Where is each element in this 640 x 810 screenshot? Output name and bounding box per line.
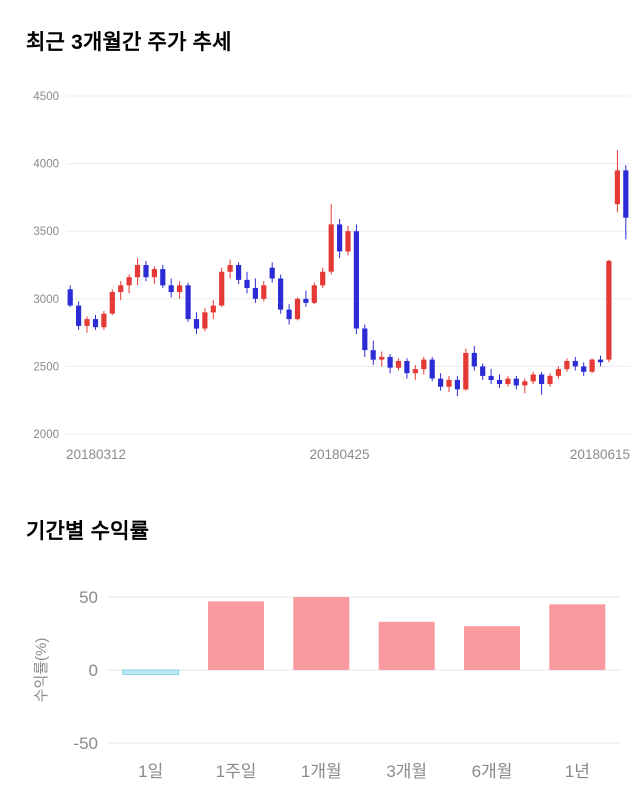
candle-body — [353, 231, 359, 329]
candle-body — [134, 265, 141, 278]
returns-bar-chart: 50 0 -50 수익률(%) 1일 1주일 1개월 3개월 6개월 1년 — [33, 588, 620, 781]
candle-body — [219, 271, 225, 306]
candle-body — [572, 361, 578, 367]
price-y-tick-label: 4500 — [33, 91, 59, 103]
returns-y-tick-label: 50 — [79, 588, 98, 607]
candle-body — [581, 366, 587, 372]
candle-body — [252, 288, 258, 299]
candle-body — [244, 279, 250, 288]
price-x-tick-label: 20180615 — [570, 447, 630, 462]
candle-body — [236, 265, 242, 280]
candle-body — [471, 352, 477, 367]
candle-body — [311, 285, 317, 303]
return-bar — [464, 626, 520, 670]
returns-x-tick-label: 1주일 — [216, 762, 257, 781]
price-candlestick-chart: 2000 2500 3000 3500 4000 4500 20180312 20180425… — [33, 91, 630, 462]
candle-body — [547, 375, 553, 384]
candle-body — [269, 267, 275, 279]
candle-body — [101, 313, 107, 328]
candle-body — [118, 285, 124, 293]
returns-x-tick-label: 1일 — [138, 762, 163, 781]
candle-body — [202, 312, 208, 329]
return-bar — [293, 597, 350, 670]
candle-body — [328, 224, 334, 272]
returns-x-tick-label: 6개월 — [472, 762, 513, 781]
candle-body — [454, 379, 460, 390]
price-chart-title: 최근 3개월간 주가 추세 — [26, 31, 232, 54]
candle-body — [463, 352, 469, 390]
candle-body — [429, 359, 435, 379]
candle-body — [614, 170, 620, 205]
price-x-tick-label: 20180312 — [66, 447, 126, 462]
candle-body — [227, 265, 233, 272]
candle-body — [362, 328, 368, 351]
candle-body — [76, 305, 82, 326]
returns-chart-container: 50 0 -50 수익률(%) 1일 1주일 1개월 3개월 6개월 1년 — [26, 575, 640, 798]
candle-body — [387, 356, 393, 368]
candle-body — [92, 319, 99, 328]
price-y-tick-label: 4000 — [33, 159, 59, 171]
candle-body — [303, 298, 309, 303]
candle-body — [505, 378, 511, 384]
return-bar-negative — [122, 669, 180, 675]
candle-body — [404, 361, 410, 374]
returns-x-tick-label: 3개월 — [386, 762, 427, 781]
candle-body — [564, 361, 570, 370]
returns-y-tick-label: 0 — [89, 661, 98, 680]
candle-body — [379, 356, 385, 360]
candle-body — [623, 170, 629, 218]
candle-body — [597, 359, 604, 363]
candle-body — [126, 277, 132, 286]
candle-body — [261, 285, 267, 299]
returns-y-axis-label: 수익률(%) — [33, 638, 50, 703]
candle-body — [193, 319, 200, 329]
candle-body — [370, 350, 376, 360]
candle-body — [345, 231, 351, 252]
candle-body — [109, 292, 115, 314]
returns-chart-title: 기간별 수익률 — [26, 520, 150, 543]
candle-body — [67, 289, 73, 306]
candle-body — [337, 224, 343, 252]
returns-x-tick-label: 1년 — [565, 762, 590, 781]
candle-body — [185, 285, 191, 320]
candle-body — [278, 278, 284, 310]
candle-body — [496, 379, 503, 384]
candle-body — [513, 378, 519, 386]
candle-body — [286, 309, 292, 320]
returns-y-tick-label: -50 — [73, 734, 98, 753]
candle-body — [143, 265, 149, 278]
price-x-tick-label: 20180425 — [309, 447, 369, 462]
candle-body — [412, 369, 418, 374]
candle-body — [294, 298, 301, 320]
candle-body — [522, 381, 528, 386]
candle-body — [395, 361, 402, 368]
candle-body — [530, 374, 536, 382]
price-chart-container: 2000 2500 3000 3500 4000 4500 20180312 20180425… — [26, 82, 640, 469]
candle-body — [320, 271, 326, 286]
candle-body — [488, 375, 494, 380]
candle-body — [606, 260, 612, 360]
price-y-tick-label: 2500 — [33, 361, 59, 373]
returns-x-tick-label: 1개월 — [301, 762, 342, 781]
candle-body — [160, 269, 166, 286]
candle-body — [177, 285, 183, 293]
price-y-tick-label: 3500 — [33, 226, 59, 238]
candle-body — [84, 319, 90, 326]
candle-body — [555, 369, 561, 376]
price-y-tick-label: 2000 — [33, 429, 59, 441]
candle-body — [539, 374, 545, 384]
candle-body — [168, 285, 174, 293]
return-bar — [208, 601, 264, 670]
candle-body — [151, 269, 157, 278]
return-bar — [378, 621, 435, 670]
return-bar — [549, 604, 606, 670]
candle-body — [446, 379, 452, 387]
price-y-tick-label: 3000 — [33, 294, 59, 306]
candle-body — [210, 305, 216, 313]
candle-body — [438, 378, 444, 387]
candle-body — [480, 366, 486, 376]
candle-body — [589, 359, 595, 372]
candle-body — [421, 359, 427, 370]
